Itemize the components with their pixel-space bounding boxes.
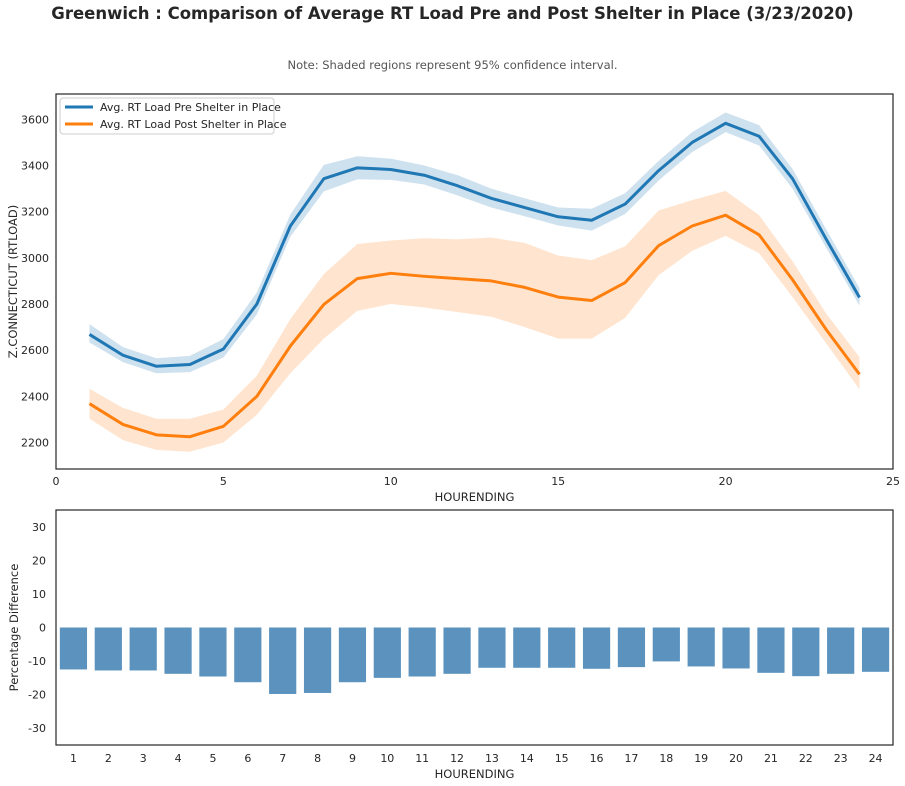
y-tick-label: 10 [32, 588, 46, 601]
x-tick-label: 21 [764, 752, 778, 765]
x-tick-label: 6 [244, 752, 251, 765]
y-tick-label: 2600 [21, 344, 49, 357]
x-tick-label: 9 [349, 752, 356, 765]
bar [234, 627, 262, 683]
bar [652, 627, 680, 662]
series-line-2 [88, 213, 861, 439]
x-tick-label: 22 [799, 752, 813, 765]
legend: Avg. RT Load Pre Shelter in Place Avg. RT… [59, 97, 287, 135]
y-tick-label: 2200 [21, 436, 49, 449]
x-tick-label: 10 [380, 752, 394, 765]
y-tick-label: 3000 [21, 252, 49, 265]
x-tick-label: 12 [450, 752, 464, 765]
x-axis-label: HOURENDING [435, 490, 515, 504]
y-tick-label: 30 [32, 521, 46, 534]
bar [303, 627, 332, 693]
y-tick-label: 3400 [21, 160, 49, 173]
bar [861, 627, 890, 672]
x-tick-label: 23 [834, 752, 848, 765]
y-tick-label: 20 [32, 554, 46, 567]
x-tick-label: 15 [551, 475, 565, 488]
x-tick-label: 20 [729, 752, 743, 765]
x-tick-label: 18 [659, 752, 673, 765]
y-tick-label: 3200 [21, 206, 49, 219]
bar [94, 627, 122, 671]
x-tick-label: 0 [53, 475, 60, 488]
bar-plot-frame [55, 509, 894, 746]
bar [199, 627, 227, 677]
bar [617, 627, 646, 668]
series-line-1 [88, 121, 861, 368]
line-plot-frame [55, 93, 894, 470]
y-tick-label: 2800 [21, 298, 49, 311]
bar [513, 627, 541, 668]
x-tick-label: 19 [694, 752, 708, 765]
x-tick-label: 10 [384, 475, 398, 488]
legend-frame [59, 97, 275, 135]
x-tick-label: 2 [105, 752, 112, 765]
ci-band-2 [89, 190, 860, 452]
x-tick-label: 24 [869, 752, 883, 765]
bar [59, 627, 88, 670]
x-tick-label: 13 [485, 752, 499, 765]
x-tick-label: 5 [209, 752, 216, 765]
bar [373, 627, 401, 678]
legend-label-1: Avg. RT Load Pre Shelter in Place [100, 101, 281, 114]
y-axis-label: Z.CONNECTICUT (RTLOAD) [6, 205, 20, 358]
bar [582, 627, 611, 669]
x-tick-label: 5 [220, 475, 227, 488]
bar [269, 627, 297, 694]
x-tick-label: 11 [415, 752, 429, 765]
chart-note: Note: Shaded regions represent 95% confi… [287, 58, 618, 72]
x-tick-label: 25 [886, 475, 900, 488]
y-tick-label: -30 [28, 722, 46, 735]
x-tick-label: 4 [175, 752, 182, 765]
x-tick-label: 14 [520, 752, 534, 765]
chart-title: Greenwich : Comparison of Average RT Loa… [51, 4, 854, 23]
bar [338, 627, 367, 683]
x-tick-label: 17 [624, 752, 638, 765]
x-axis-label: HOURENDING [435, 767, 515, 781]
bar [443, 627, 471, 674]
bar [687, 627, 715, 667]
bar [722, 627, 750, 669]
y-axis-label: Percentage Difference [7, 564, 21, 692]
bar [478, 627, 506, 668]
legend-label-2: Avg. RT Load Post Shelter in Place [100, 118, 287, 131]
bar [548, 627, 576, 668]
bar [129, 627, 157, 671]
y-tick-label: -10 [28, 655, 46, 668]
x-tick-label: 15 [555, 752, 569, 765]
bar [164, 627, 192, 674]
x-tick-label: 8 [314, 752, 321, 765]
y-tick-label: 0 [39, 622, 46, 635]
line-plot: 0 5 10 15 20 25 2200 2400 2600 2800 3000 3200 3400 36… [6, 93, 900, 504]
x-tick-label: 7 [279, 752, 286, 765]
bar [757, 627, 785, 673]
bar [408, 627, 436, 677]
bar [827, 627, 855, 674]
y-tick-label: 2400 [21, 390, 49, 403]
bar [792, 627, 820, 677]
x-tick-label: 1 [70, 752, 77, 765]
x-tick-label: 16 [590, 752, 604, 765]
y-tick-label: -20 [28, 689, 46, 702]
x-tick-label: 3 [140, 752, 147, 765]
bar-plot: 1 2 3 4 5 6 7 8 9 10 11 12 13 14 15 16 17 18 19 20 21 22 23 24-… [7, 509, 894, 781]
y-tick-label: 3600 [21, 113, 49, 126]
x-tick-label: 20 [719, 475, 733, 488]
